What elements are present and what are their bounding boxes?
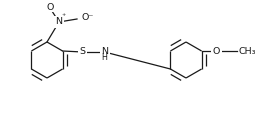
Text: S: S — [80, 47, 85, 56]
Text: O: O — [213, 46, 220, 56]
Text: N: N — [101, 47, 108, 56]
Text: O: O — [46, 2, 54, 11]
Text: CH₃: CH₃ — [239, 46, 256, 56]
Text: H: H — [102, 54, 108, 62]
Text: ⁺: ⁺ — [62, 11, 66, 20]
Text: O⁻: O⁻ — [82, 14, 94, 22]
Text: N: N — [55, 17, 63, 26]
